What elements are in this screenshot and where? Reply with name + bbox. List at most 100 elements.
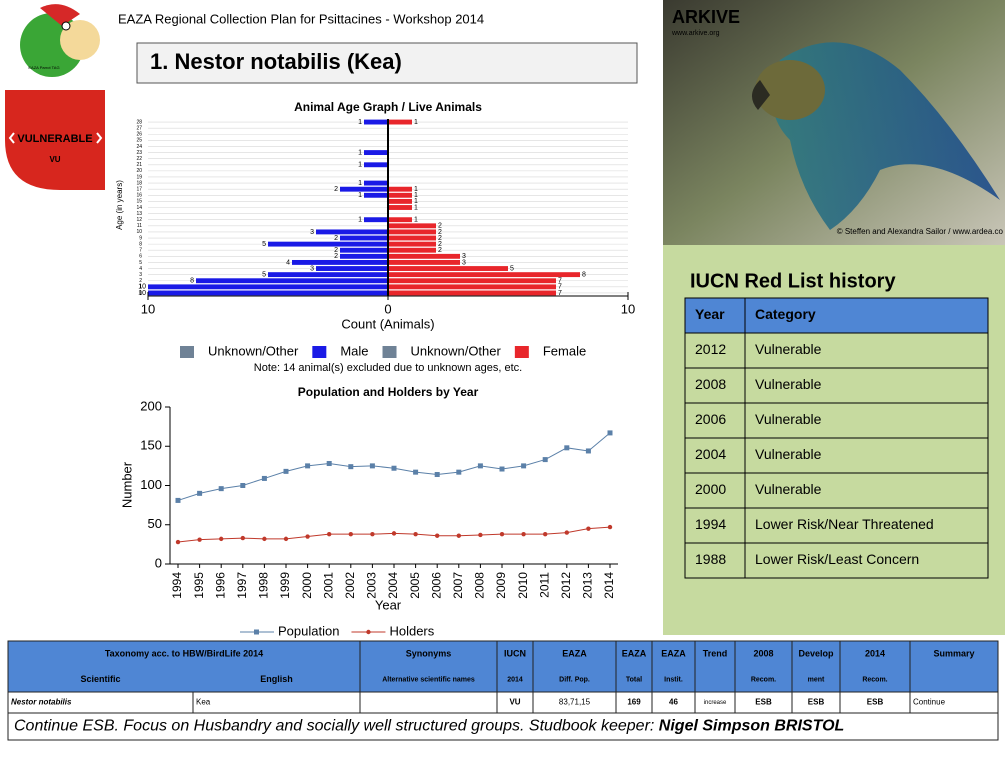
bar [196,278,388,284]
logo-text: EAZA Parrot TAG [28,65,59,70]
data-label: 5 [262,241,266,248]
badge-label: VULNERABLE [17,133,92,145]
bar [268,241,388,247]
y-tick-label: 8 [139,241,142,247]
table-cell: 2006 [695,411,726,427]
bar [316,266,388,271]
marker [477,463,483,469]
bar [340,186,388,192]
data-label: 3 [462,259,466,266]
marker [326,461,332,467]
bar [364,192,388,198]
y-tick-label: 4 [139,266,142,272]
column-subheader: Diff. Pop. [559,676,590,683]
data-label: 2 [438,247,442,254]
x-tick-label: 0 [384,301,391,316]
table-row [684,332,989,369]
bar [340,253,388,259]
y-tick-label: 7 [139,248,142,254]
data-label: 1 [358,180,362,187]
table-cell: increase [704,700,727,706]
bar [292,259,388,265]
marker [240,535,245,541]
marker [305,534,310,539]
bar [364,217,388,223]
x-tick-label: 2001 [321,572,335,599]
legend-swatch [382,346,397,358]
marker [283,536,289,542]
bar [388,186,412,192]
column-header: EAZA [622,648,647,658]
table-cell: 46 [669,698,678,707]
x-tick-label: 2008 [473,572,487,599]
x-tick-label: 2011 [537,572,551,598]
legend-label: Population [278,623,339,638]
marker [564,530,569,535]
marker [391,531,397,536]
table-cell: ESB [808,698,825,707]
data-label: 2 [438,235,442,242]
bar [364,180,388,186]
table-cell: Vulnerable [755,376,822,392]
column-subheader: Scientific [80,674,120,684]
x-tick-label: 1997 [235,572,249,599]
column-subheader: ment [808,676,825,683]
marker [585,448,591,454]
marker [607,524,613,530]
column-header: 2008 [753,648,773,658]
bar [388,205,412,210]
marker [478,532,483,538]
x-tick-label: 2010 [516,572,530,599]
bar [364,162,388,168]
marker [305,463,311,469]
legend-swatch [514,346,529,358]
legend-label: Male [340,343,368,358]
marker [218,486,224,492]
column-header: Trend [703,648,728,658]
table-cell: ESB [755,698,772,707]
x-tick-label: 2006 [429,572,443,599]
data-label: 5 [262,271,266,278]
group-header: Taxonomy acc. to HBW/BirdLife 2014 [105,648,263,658]
data-label: 10 [138,284,146,291]
bar [388,272,580,278]
table-cell: 83,71,15 [559,698,591,707]
x-tick-label: 2005 [408,572,422,599]
data-label: 7 [558,290,562,297]
table-cell: 2004 [695,446,726,462]
bar [268,272,388,278]
data-label: 7 [558,284,562,291]
y-tick-label: 27 [136,125,142,131]
column-subheader: Recom. [862,676,887,683]
species-title: 1. Nestor notabilis (Kea) [150,49,402,74]
marker [370,531,375,537]
data-label: 1 [414,204,418,211]
legend-label: Unknown/Other [208,343,299,358]
y-tick-label: 15 [136,199,142,205]
marker [348,464,354,470]
x-tick-label: 2007 [451,572,465,599]
marker [521,463,527,469]
data-label: 1 [358,192,362,199]
table-row [684,437,989,474]
data-label: 3 [310,229,314,236]
chart-note: Note: 14 animal(s) excluded due to unkno… [254,362,522,374]
summary-note: Continue ESB. Focus on Husbandry and soc… [14,718,844,735]
bar [388,266,508,271]
table-cell: 2000 [695,481,726,497]
logo: EAZA Parrot TAG [20,4,100,77]
marker [175,539,181,545]
bar [388,223,436,229]
legend-marker [254,629,259,635]
bar [388,253,460,259]
x-tick-label: 2003 [365,572,379,599]
y-tick-label: 12 [136,217,142,223]
x-axis-label: Year [375,597,402,612]
bar [340,247,388,253]
y-tick-label: 150 [140,438,162,453]
table-cell: VU [509,698,520,707]
data-label: 2 [438,229,442,236]
y-tick-label: 21 [136,162,142,168]
y-tick-label: 10 [136,229,142,235]
